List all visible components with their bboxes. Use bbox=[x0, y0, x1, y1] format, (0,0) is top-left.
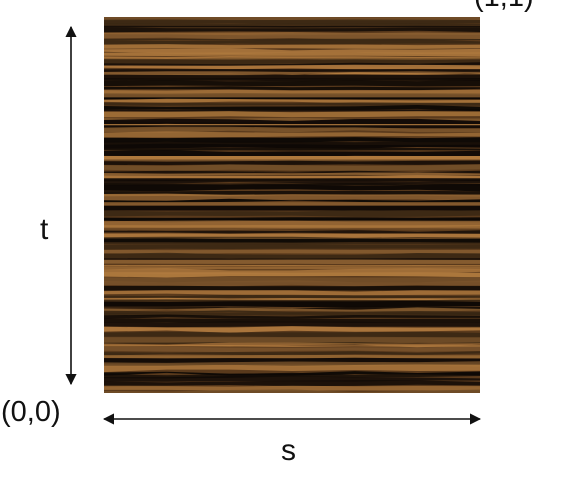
grain-stripe bbox=[104, 124, 480, 126]
grain-stripe bbox=[104, 205, 480, 211]
grain-stripe bbox=[104, 210, 480, 217]
grain-stripe bbox=[104, 244, 480, 250]
grain-stripe bbox=[104, 39, 480, 46]
wood-texture-image bbox=[104, 17, 480, 393]
grain-stripe bbox=[104, 236, 480, 239]
grain-stripe bbox=[104, 277, 480, 283]
grain-stripe bbox=[104, 376, 480, 382]
grain-stripe bbox=[104, 380, 480, 387]
grain-stripe bbox=[104, 346, 480, 352]
grain-stripe bbox=[104, 272, 480, 278]
grain-stripe bbox=[104, 59, 480, 65]
grain-stripe bbox=[104, 143, 480, 149]
grain-stripe bbox=[104, 179, 480, 185]
grain-stripe bbox=[104, 259, 480, 265]
grain-stripe bbox=[104, 27, 480, 33]
grain-stripe bbox=[104, 44, 480, 49]
grain-stripe bbox=[104, 159, 480, 162]
grain-stripe bbox=[104, 25, 480, 28]
grain-stripe bbox=[104, 290, 480, 296]
grain-stripe bbox=[104, 265, 480, 267]
grain-stripe bbox=[104, 156, 480, 160]
grain-stripe bbox=[104, 19, 480, 24]
grain-stripe bbox=[104, 342, 480, 348]
grain-stripe bbox=[104, 109, 480, 112]
grain-stripe bbox=[104, 178, 480, 182]
grain-stripe bbox=[104, 33, 480, 40]
grain-stripe bbox=[104, 280, 480, 287]
grain-stripe bbox=[104, 294, 480, 299]
grain-stripe bbox=[104, 326, 480, 333]
grain-stripe bbox=[104, 183, 480, 186]
grain-stripe bbox=[104, 52, 480, 57]
grain-stripe bbox=[104, 111, 480, 118]
grain-stripe bbox=[104, 337, 480, 343]
grain-stripe bbox=[104, 105, 480, 111]
grain-stripe bbox=[104, 242, 480, 245]
grain-stripe bbox=[104, 172, 480, 176]
grain-stripe bbox=[104, 160, 480, 165]
grain-stripe bbox=[104, 64, 480, 70]
grain-stripe bbox=[104, 137, 480, 143]
grain-stripe bbox=[104, 184, 480, 192]
s-axis-label: s bbox=[281, 434, 296, 467]
grain-stripe bbox=[104, 48, 480, 54]
grain-stripe bbox=[104, 147, 480, 151]
grain-stripe bbox=[104, 98, 480, 104]
grain-stripe bbox=[104, 69, 480, 72]
grain-stripe bbox=[104, 385, 480, 391]
grain-stripe bbox=[104, 131, 480, 138]
grain-stripe bbox=[104, 331, 480, 338]
grain-stripe bbox=[104, 364, 480, 373]
grain-stripe bbox=[104, 164, 480, 171]
grain-stripe bbox=[104, 80, 480, 87]
grain-stripe bbox=[104, 230, 480, 235]
grain-stripe bbox=[104, 23, 480, 26]
grain-stripe bbox=[104, 175, 480, 179]
grain-stripe bbox=[104, 126, 480, 133]
t-axis-label: t bbox=[40, 213, 49, 246]
grain-stripe bbox=[104, 300, 480, 308]
grain-stripe bbox=[104, 228, 480, 231]
origin-label: (0,0) bbox=[1, 396, 61, 428]
grain-stripe bbox=[104, 314, 480, 320]
grain-stripe bbox=[104, 74, 480, 80]
grain-stripe bbox=[104, 194, 480, 202]
grain-stripe bbox=[104, 345, 480, 347]
grain-stripe bbox=[104, 249, 480, 254]
grain-stripe bbox=[104, 351, 480, 356]
grain-stripe bbox=[104, 310, 480, 315]
grain-stripe bbox=[104, 86, 480, 91]
grain-stripe bbox=[104, 150, 480, 158]
grain-stripe bbox=[104, 354, 480, 359]
grain-stripe bbox=[104, 285, 480, 291]
grain-stripe bbox=[104, 321, 480, 328]
grain-stripe bbox=[104, 389, 480, 393]
grain-stripe bbox=[104, 307, 480, 312]
grain-stripe bbox=[104, 266, 480, 270]
grain-stripe bbox=[104, 252, 480, 260]
grain-stripe bbox=[104, 78, 480, 82]
grain-stripe bbox=[104, 225, 480, 229]
wood-grain-stripes bbox=[104, 17, 480, 393]
grain-stripe bbox=[104, 202, 480, 206]
grain-stripe bbox=[104, 312, 480, 316]
grain-stripe bbox=[104, 102, 480, 106]
grain-stripe bbox=[104, 238, 480, 243]
grain-stripe bbox=[104, 71, 480, 75]
grain-stripe bbox=[104, 318, 480, 323]
corner-label: (1,1) bbox=[474, 0, 534, 13]
